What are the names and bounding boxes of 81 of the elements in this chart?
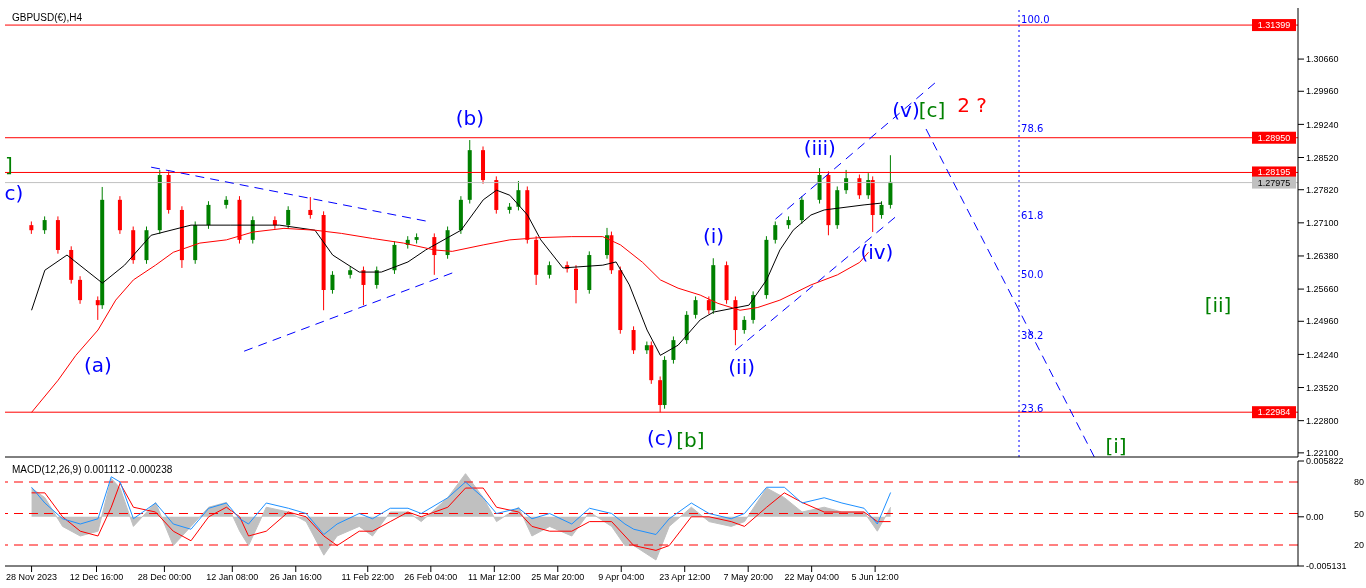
candlestick [671, 335, 676, 365]
y-tick-label: 1.25660 [1306, 284, 1339, 295]
y-tick-label: 1.29240 [1306, 119, 1339, 130]
line-series [31, 476, 892, 535]
ref-line-label: 1.31399 [1257, 20, 1291, 31]
ref-line-label: 1.27975 [1257, 177, 1291, 188]
x-tick-label: 12 Dec 16:00 [69, 572, 124, 583]
y-tick-label: 1.30660 [1306, 54, 1339, 65]
y-tick-label: 1.23520 [1306, 382, 1339, 393]
candlestick [866, 172, 871, 200]
x-tick-label: 7 May 20:00 [723, 572, 773, 583]
annotation: [b] [676, 428, 705, 453]
annotation: (iii) [803, 136, 836, 161]
annotation: (i) [702, 224, 725, 249]
x-tick-label: 23 Apr 12:00 [659, 572, 711, 583]
annotation: c) [4, 181, 24, 205]
y-tick-label: -0.005131 [1306, 561, 1347, 572]
annotation: 100.0 [1021, 14, 1050, 26]
annotation: (v) [892, 98, 920, 122]
y2-tick-label: 80 [1354, 477, 1365, 488]
y-tick-label: 1.28520 [1306, 152, 1339, 163]
y-tick-label: 1.27820 [1306, 184, 1339, 195]
x-tick-label: 11 Mar 12:00 [468, 572, 521, 583]
annotation: ] [5, 153, 13, 177]
annotation: (c) [647, 426, 674, 451]
y2-tick-label: 20 [1354, 540, 1365, 551]
ref-line-label: 1.28950 [1257, 132, 1291, 143]
candlestick [286, 205, 291, 230]
annotation: 2 ? [957, 93, 987, 117]
x-tick-label: 25 Mar 20:00 [531, 572, 585, 583]
ref-line-label: 1.28195 [1257, 167, 1291, 178]
annotation: 23.6 [1021, 402, 1044, 414]
x-tick-label: 12 Jan 08:00 [206, 572, 259, 583]
x-tick-label: 22 May 04:00 [784, 572, 839, 583]
candlestick [330, 270, 335, 295]
candlestick [799, 195, 804, 225]
x-tick-label: 26 Jan 16:00 [269, 572, 322, 583]
x-tick-label: 9 Apr 04:00 [598, 572, 645, 583]
x-tick-label: 11 Feb 22:00 [341, 572, 394, 583]
y-tick-label: 1.24240 [1306, 349, 1339, 360]
x-tick-label: 28 Nov 2023 [6, 572, 58, 583]
candlestick [693, 295, 698, 320]
candlestick [206, 200, 211, 230]
annotation: 78.6 [1021, 123, 1044, 135]
candlestick [888, 154, 893, 210]
candlestick [78, 275, 83, 305]
x-tick-label: 5 Jun 12:00 [851, 572, 899, 583]
candlestick [631, 325, 636, 355]
candlestick [308, 196, 313, 220]
annotation: (iv) [860, 240, 894, 265]
y-tick-label: 1.22800 [1306, 415, 1339, 426]
annotation: 61.8 [1021, 209, 1044, 221]
y-tick-label: 1.22100 [1306, 448, 1339, 459]
annotation: (b) [455, 106, 485, 131]
annotation: 38.2 [1021, 329, 1044, 341]
candlestick [773, 220, 778, 245]
candlestick [605, 227, 610, 260]
y-tick-label: 0.00 [1306, 512, 1324, 523]
candlestick [574, 264, 579, 304]
x-tick-label: 26 Feb 04:00 [404, 572, 458, 583]
x-tick-label: 28 Dec 00:00 [137, 572, 192, 583]
candlestick [516, 180, 521, 211]
chart-title: MACD(12,26,9) 0.001112 -0.000238 [12, 464, 173, 475]
y-tick-label: 1.29960 [1306, 86, 1339, 97]
annotation: [i] [1105, 434, 1127, 458]
annotation: 50.0 [1021, 269, 1044, 281]
annotation: [ii] [1204, 293, 1232, 317]
chart-title: GBPUSD(€),H4 [12, 12, 83, 23]
candlestick [644, 341, 649, 355]
annotation: (ii) [728, 355, 755, 380]
candlestick [857, 174, 862, 200]
annotation: [c] [918, 98, 946, 122]
ref-line-label: 1.22984 [1257, 407, 1291, 418]
y-tick-label: 1.26380 [1306, 251, 1339, 262]
y-tick-label: 1.24960 [1306, 316, 1339, 327]
y-tick-label: 1.27100 [1306, 218, 1339, 229]
y-tick-label: 0.005822 [1306, 456, 1344, 467]
candlestick [844, 169, 849, 195]
annotation: (a) [84, 352, 112, 377]
candlestick [95, 295, 100, 321]
y2-tick-label: 50 [1354, 508, 1365, 519]
